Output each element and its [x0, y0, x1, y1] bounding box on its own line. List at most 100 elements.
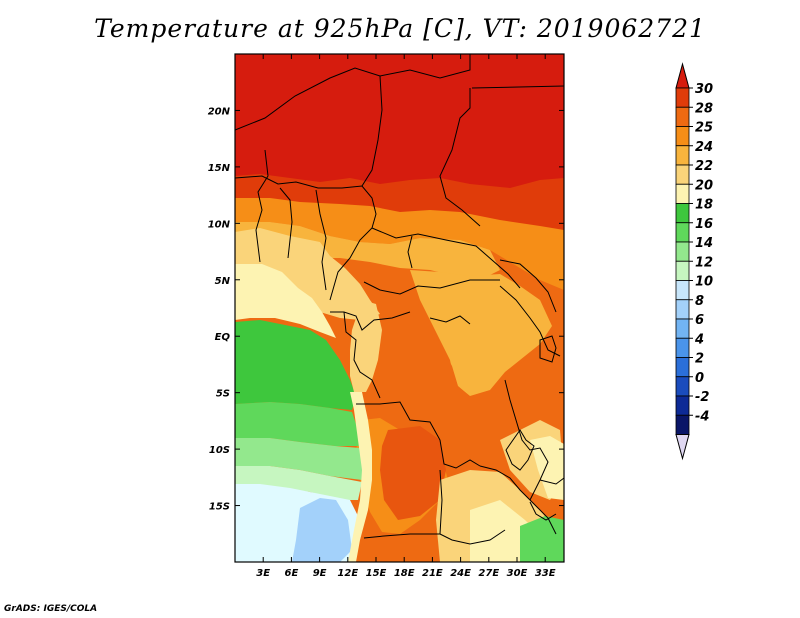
border-line: [315, 189, 327, 291]
border-line: [505, 429, 535, 471]
border-line: [429, 315, 471, 325]
zone-coastal-strip: [348, 392, 372, 562]
colorbar-label: 18: [695, 198, 713, 213]
colorbar-swatch: [675, 280, 690, 301]
border-line: [504, 379, 549, 501]
border-line: [499, 259, 557, 313]
zone-light-green-ocean: [235, 402, 360, 446]
country-borders: [235, 54, 564, 545]
colorbar-swatch: [675, 414, 690, 435]
map-title: Temperature at 925hPa [C], VT: 201906272…: [94, 14, 706, 43]
colorbar-swatch: [675, 260, 690, 281]
border-line: [363, 469, 443, 539]
colorbar-swatch: [675, 164, 690, 185]
x-tick-label: 27E: [478, 568, 499, 579]
colorbar-swatch: [675, 376, 690, 397]
colorbar-swatch: [675, 203, 690, 224]
border-line: [499, 285, 561, 357]
colorbar-label: 8: [695, 294, 704, 309]
colorbar-label: 28: [695, 101, 713, 116]
colorbar-label: 22: [695, 159, 713, 174]
x-tick-label: 24E: [450, 568, 471, 579]
y-tick-label: 10N: [208, 219, 231, 230]
colorbar-swatch: [675, 222, 690, 243]
colorbar-swatch: [675, 395, 690, 416]
y-tick-label: 20N: [208, 106, 231, 117]
colorbar-label: 6: [695, 313, 704, 328]
zone-orange: [235, 198, 564, 290]
colorbar-label: -4: [695, 409, 709, 424]
x-axis-labels: 3E 6E 9E 12E 15E 18E 21E 24E 27E 30E 33E: [256, 568, 555, 579]
border-line: [363, 279, 500, 295]
zone-hottest: [235, 54, 564, 190]
zone-orange-red-angola: [380, 426, 446, 520]
zone-light-orange-north: [235, 222, 500, 280]
colorbar-swatch: [675, 106, 690, 127]
border-line: [479, 465, 557, 535]
border-line: [279, 187, 293, 259]
x-tick-label: 30E: [507, 568, 528, 579]
zone-pale-green-ocean: [235, 438, 364, 480]
x-tick-label: 12E: [337, 568, 358, 579]
x-tick-label: 3E: [256, 568, 270, 579]
y-tick-label: EQ: [215, 332, 231, 343]
y-tick-label: 5N: [215, 276, 231, 287]
y-tick-label: 15S: [209, 502, 230, 513]
y-axis-labels: 20N 15N 10N 5N EQ 5S 10S 15S: [208, 106, 231, 512]
border-line: [439, 88, 481, 227]
zone-mint-ocean: [235, 466, 362, 500]
y-tick-label: 10S: [209, 445, 230, 456]
y-tick-label: 15N: [208, 163, 231, 174]
colorbar-label: 24: [695, 140, 713, 155]
border-line: [361, 75, 383, 187]
border-line: [407, 235, 413, 269]
colorbar-swatch: [675, 357, 690, 378]
border-line: [529, 501, 557, 521]
colorbar-swatch: [675, 87, 690, 108]
x-tick-label: 18E: [394, 568, 415, 579]
border-line: [471, 85, 564, 89]
border-line: [439, 529, 506, 545]
colorbar-swatch: [675, 241, 690, 262]
colorbar-label: 30: [695, 82, 713, 97]
zone-light-orange-central: [410, 270, 552, 396]
zone-green-ocean: [235, 320, 356, 410]
zone-tan-west: [235, 228, 380, 320]
border-line: [539, 335, 557, 363]
colorbar-swatch: [675, 126, 690, 147]
colorbar-label: 20: [695, 178, 713, 193]
colorbar-swatch: [675, 318, 690, 339]
colorbar-swatch: [675, 337, 690, 358]
border-line: [255, 149, 269, 263]
border-line: [356, 401, 481, 469]
colorbar-swatch: [675, 145, 690, 166]
border-line: [235, 175, 377, 301]
colorbar-swatch: [675, 183, 690, 204]
colorbar-label: 2: [695, 352, 704, 367]
border-line: [343, 311, 381, 399]
colorbar-top-arrow: [675, 62, 690, 89]
x-tick-label: 9E: [313, 568, 327, 579]
x-tick-label: 6E: [285, 568, 299, 579]
x-tick-label: 21E: [422, 568, 443, 579]
border-line: [235, 54, 471, 131]
credit-text: GrADS: IGES/COLA: [4, 604, 98, 614]
border-line: [371, 227, 521, 289]
map-frame: [234, 53, 565, 563]
colorbar-label: 16: [695, 217, 713, 232]
colorbar-label: 4: [694, 332, 704, 347]
colorbar-label: 12: [695, 255, 713, 270]
x-tick-label: 33E: [535, 568, 556, 579]
colorbar-label: 0: [695, 371, 704, 386]
colorbar-label: 25: [695, 121, 713, 136]
temperature-field: [235, 54, 564, 562]
colorbar-label: 10: [695, 275, 713, 290]
zone-sky-ocean: [292, 498, 352, 562]
border-line: [539, 477, 564, 485]
colorbar-label: -2: [695, 390, 709, 405]
axis-ticks: [235, 54, 564, 562]
colorbar-bottom-arrow: [675, 434, 690, 461]
colorbar-label: 14: [695, 236, 713, 251]
